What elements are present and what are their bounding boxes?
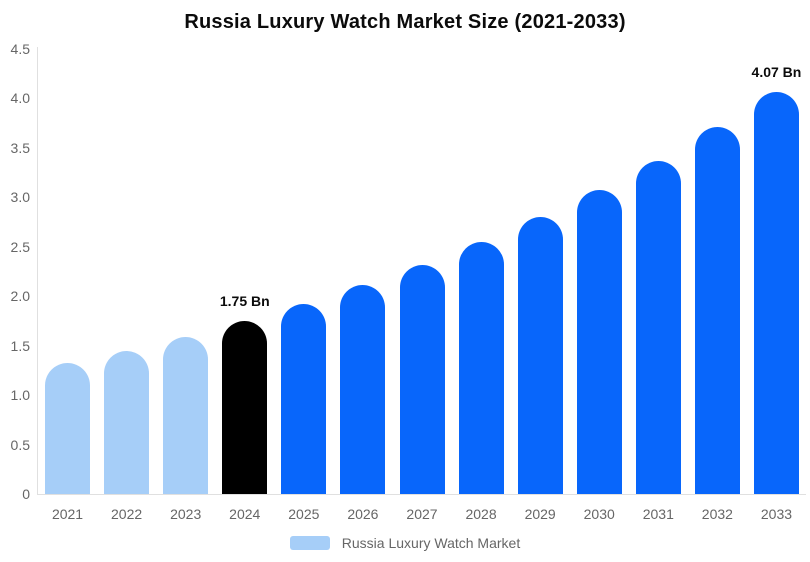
x-axis-label-2032: 2032 <box>701 506 733 522</box>
y-axis-label-1.0: 1.0 <box>10 387 30 404</box>
y-axis-label-3.0: 3.0 <box>10 189 30 206</box>
y-axis-label-3.5: 3.5 <box>10 139 30 156</box>
x-axis-label-2021: 2021 <box>51 506 84 522</box>
legend[interactable]: Russia Luxury Watch Market <box>0 535 810 551</box>
x-axis-label-2028: 2028 <box>465 506 497 522</box>
x-axis-label-2031: 2031 <box>642 506 674 522</box>
legend-label: Russia Luxury Watch Market <box>341 535 521 551</box>
bar-2026[interactable] <box>340 285 386 494</box>
chart-title: Russia Luxury Watch Market Size (2021-20… <box>184 11 626 33</box>
bar-2028[interactable] <box>458 241 504 494</box>
y-axis-line <box>37 47 38 495</box>
bar-2023[interactable] <box>163 336 209 494</box>
y-axis-label-0.5: 0.5 <box>10 436 30 453</box>
y-axis-label-0: 0 <box>22 486 30 502</box>
bar-2021[interactable] <box>45 363 91 494</box>
x-axis-label-2024: 2024 <box>229 506 261 522</box>
bar-2030[interactable] <box>576 190 622 494</box>
bar-2022[interactable] <box>104 350 150 494</box>
bar-2031[interactable] <box>635 160 681 494</box>
x-axis-label-2030: 2030 <box>583 506 615 522</box>
bar-value-label-2024: 1.75 Bn <box>219 292 270 309</box>
x-axis-line <box>37 494 806 495</box>
x-axis-label-2025: 2025 <box>288 506 320 522</box>
x-axis-label-2022: 2022 <box>111 506 143 522</box>
y-axis-label-2.0: 2.0 <box>10 288 30 305</box>
x-axis-label-2033: 2033 <box>760 506 793 522</box>
x-axis-label-2029: 2029 <box>524 506 556 522</box>
y-axis-label-1.5: 1.5 <box>10 337 30 354</box>
x-axis-label-2027: 2027 <box>406 506 438 522</box>
bar-2027[interactable] <box>399 264 445 494</box>
bar-2029[interactable] <box>517 217 563 494</box>
y-axis-label-4.0: 4.0 <box>10 90 30 107</box>
y-axis-label-2.5: 2.5 <box>10 238 30 255</box>
bar-2025[interactable] <box>281 304 327 494</box>
bar-2032[interactable] <box>694 127 740 494</box>
legend-swatch-icon <box>289 536 330 550</box>
bar-2024[interactable] <box>222 320 268 494</box>
bar-2033[interactable] <box>753 91 799 494</box>
y-axis-label-4.5: 4.5 <box>10 41 30 57</box>
x-axis-label-2023: 2023 <box>170 506 202 522</box>
x-axis-label-2026: 2026 <box>347 506 379 522</box>
bar-value-label-2033: 4.07 Bn <box>751 63 802 80</box>
